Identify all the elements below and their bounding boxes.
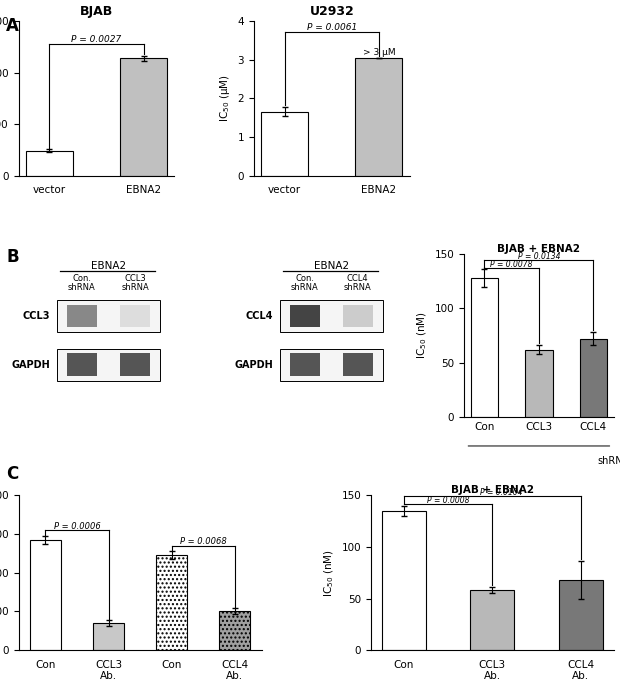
Bar bbox=[57, 300, 160, 332]
Y-axis label: IC$_{50}$ (nM): IC$_{50}$ (nM) bbox=[415, 312, 429, 359]
Text: EBNA2: EBNA2 bbox=[91, 261, 126, 271]
Text: P = 0.0008: P = 0.0008 bbox=[427, 496, 469, 505]
Title: BJAB + EBNA2: BJAB + EBNA2 bbox=[451, 484, 534, 495]
Text: GAPDH: GAPDH bbox=[234, 360, 273, 370]
Bar bbox=[30, 540, 61, 650]
Bar bbox=[67, 354, 97, 376]
Bar bbox=[280, 300, 383, 332]
Text: Con.
shRNA: Con. shRNA bbox=[291, 274, 319, 292]
Text: C: C bbox=[6, 465, 19, 483]
Bar bbox=[343, 305, 373, 327]
Bar bbox=[290, 305, 319, 327]
Text: P = 0.0006: P = 0.0006 bbox=[53, 522, 100, 531]
Text: Con.
shRNA: Con. shRNA bbox=[68, 274, 95, 292]
Text: > 3 μM: > 3 μM bbox=[363, 48, 395, 57]
Bar bbox=[355, 58, 402, 175]
Bar bbox=[343, 354, 373, 376]
Text: shRNA: shRNA bbox=[598, 456, 620, 466]
Bar bbox=[120, 354, 150, 376]
Bar bbox=[580, 339, 607, 417]
Text: CCL4
shRNA: CCL4 shRNA bbox=[344, 274, 371, 292]
Bar bbox=[219, 612, 250, 650]
Y-axis label: IC$_{50}$ (nM): IC$_{50}$ (nM) bbox=[322, 549, 336, 597]
Bar bbox=[471, 278, 498, 417]
Text: P = 0.0068: P = 0.0068 bbox=[180, 538, 226, 547]
Bar bbox=[525, 350, 552, 417]
Text: CCL4: CCL4 bbox=[246, 311, 273, 321]
Bar bbox=[93, 623, 124, 650]
Bar bbox=[280, 349, 383, 381]
Y-axis label: IC$_{50}$ (μM): IC$_{50}$ (μM) bbox=[218, 74, 232, 122]
Text: P = 0.0134: P = 0.0134 bbox=[518, 252, 560, 261]
Text: A: A bbox=[6, 17, 19, 36]
Bar bbox=[156, 555, 187, 650]
Text: CCL3
shRNA: CCL3 shRNA bbox=[122, 274, 149, 292]
Bar bbox=[470, 590, 515, 650]
Bar bbox=[559, 580, 603, 650]
Text: P = 0.0104: P = 0.0104 bbox=[480, 489, 523, 498]
Title: BJAB + EBNA2: BJAB + EBNA2 bbox=[497, 243, 580, 254]
Bar bbox=[290, 354, 319, 376]
Text: P = 0.0061: P = 0.0061 bbox=[307, 23, 357, 32]
Text: GAPDH: GAPDH bbox=[11, 360, 50, 370]
Bar bbox=[67, 305, 97, 327]
Title: U2932: U2932 bbox=[309, 6, 354, 18]
Bar bbox=[120, 58, 167, 175]
Bar bbox=[261, 112, 308, 175]
Text: P = 0.0078: P = 0.0078 bbox=[490, 260, 533, 269]
Text: B: B bbox=[6, 248, 19, 266]
Text: CCL3: CCL3 bbox=[23, 311, 50, 321]
Bar bbox=[382, 511, 426, 650]
Bar bbox=[25, 151, 73, 175]
Title: BJAB: BJAB bbox=[80, 6, 113, 18]
Bar bbox=[120, 305, 150, 327]
Bar bbox=[57, 349, 160, 381]
Text: EBNA2: EBNA2 bbox=[314, 261, 348, 271]
Text: P = 0.0027: P = 0.0027 bbox=[71, 35, 122, 44]
